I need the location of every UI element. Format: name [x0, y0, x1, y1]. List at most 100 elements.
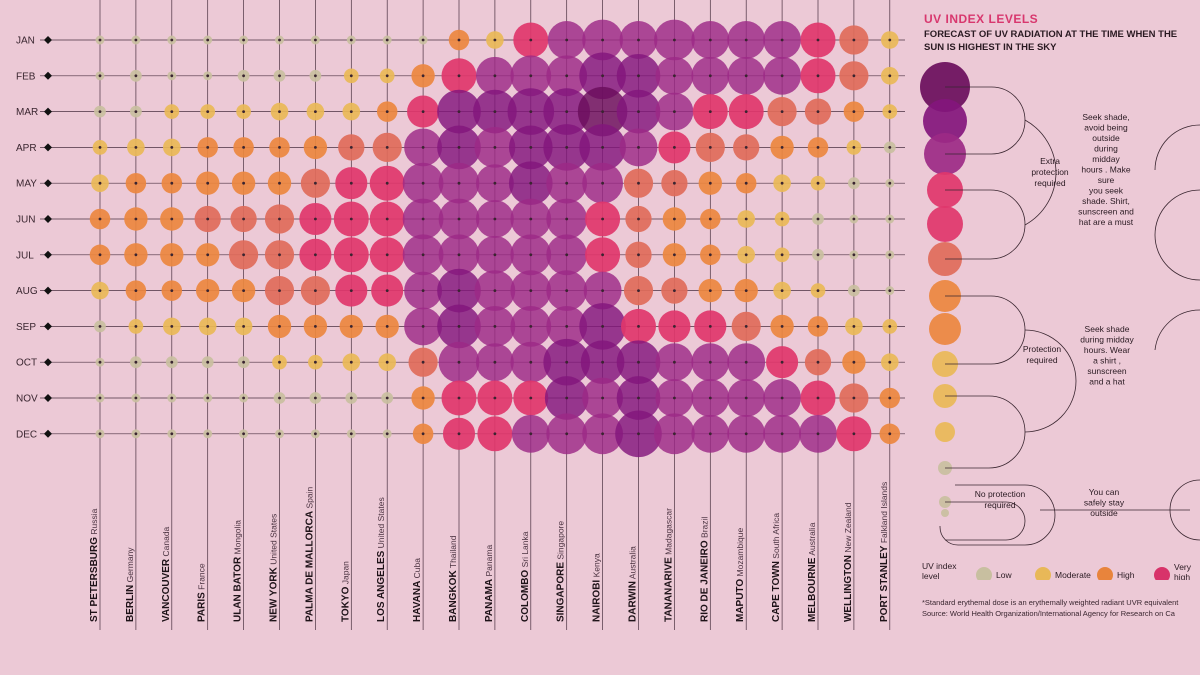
city-label: WELLINGTON New Zealand [843, 502, 854, 622]
legend-bracket [939, 484, 1056, 546]
grid-node [278, 146, 281, 149]
grid-node [349, 217, 353, 221]
grid-node [601, 217, 604, 221]
grid-node [565, 325, 569, 328]
legend-bubble [941, 509, 949, 517]
grid-node [637, 325, 640, 328]
grid-node [708, 289, 712, 292]
grid-node [457, 396, 461, 400]
city-label: VANCOUVER Canada [161, 526, 172, 622]
grid-node [242, 396, 246, 400]
grid-node [744, 432, 748, 436]
grid-node [493, 396, 497, 400]
grid-node [493, 253, 497, 257]
grid-node [637, 217, 640, 221]
grid-node [637, 253, 640, 257]
grid-node [314, 74, 317, 78]
grid-node [708, 110, 712, 113]
grid-node [385, 432, 389, 436]
city-label: SINGAPORE Singapore [556, 521, 567, 622]
grid-node [385, 74, 389, 78]
key-swatch-label: Low [996, 570, 1012, 580]
grid-node [601, 325, 604, 328]
grid-node [780, 217, 784, 221]
grid-node [493, 325, 497, 328]
grid-node [134, 110, 138, 113]
grid-node [852, 396, 856, 400]
grid-node [134, 396, 138, 400]
grid-node [170, 325, 174, 328]
grid-node [529, 74, 533, 78]
grid-node [206, 146, 210, 149]
grid-node [637, 74, 640, 78]
grid-node [314, 325, 317, 328]
grid-node [637, 38, 640, 42]
grid-node [457, 74, 461, 78]
grid-node [134, 74, 138, 78]
grid-node [457, 38, 461, 42]
grid-node [314, 38, 317, 42]
legend-outer-arc [1024, 119, 1057, 226]
grid-node [170, 360, 174, 364]
grid-node [278, 38, 281, 42]
month-diamond-marker [44, 143, 52, 152]
grid-node [888, 396, 892, 400]
grid-node [170, 181, 174, 185]
grid-node [744, 289, 748, 292]
grid-node [242, 110, 246, 113]
month-diamond-marker [44, 250, 52, 259]
grid-node [98, 181, 102, 185]
grid-node [98, 217, 102, 221]
grid-node [744, 396, 748, 400]
grid-node [493, 217, 497, 221]
grid-node [349, 181, 353, 185]
grid-node [206, 181, 210, 185]
grid-node [852, 74, 856, 78]
grid-node [278, 325, 281, 328]
grid-node [242, 74, 246, 78]
grid-node [816, 110, 820, 113]
grid-node [601, 181, 604, 185]
legend-bracket [945, 395, 1026, 469]
grid-node [744, 181, 748, 185]
grid-node [816, 325, 820, 328]
grid-node [529, 110, 533, 113]
grid-node [349, 38, 353, 42]
grid-node [780, 38, 784, 42]
grid-node [134, 289, 138, 292]
city-label: NAIROBI Kenya [592, 553, 603, 622]
grid-node [708, 325, 712, 328]
grid-node [421, 289, 425, 292]
grid-node [852, 360, 856, 364]
grid-node [637, 289, 640, 292]
grid-node [242, 360, 246, 364]
grid-node [314, 396, 317, 400]
grid-node [278, 289, 281, 292]
grid-node [349, 74, 353, 78]
grid-node [385, 253, 389, 257]
grid-node [780, 181, 784, 185]
grid-node [278, 360, 281, 364]
group-label-protection: Protection required [1023, 344, 1062, 365]
grid-node [242, 289, 246, 292]
grid-node [349, 396, 353, 400]
grid-node [98, 396, 102, 400]
grid-node [242, 325, 246, 328]
key-swatch-label: Very high [1174, 562, 1192, 580]
grid-node [852, 289, 856, 292]
legend-title: UV INDEX LEVELS [924, 12, 1039, 26]
grid-node [134, 325, 138, 328]
grid-node [278, 432, 281, 436]
month-label: DEC [16, 429, 37, 440]
grid-node [206, 38, 210, 42]
grid-node [421, 432, 425, 436]
grid-node [385, 181, 389, 185]
grid-node [529, 325, 533, 328]
grid-node [780, 253, 784, 257]
grid-node [565, 110, 569, 113]
grid-node [170, 74, 174, 78]
grid-node [206, 360, 210, 364]
grid-node [242, 146, 246, 149]
grid-node [349, 289, 353, 292]
grid-node [421, 396, 425, 400]
